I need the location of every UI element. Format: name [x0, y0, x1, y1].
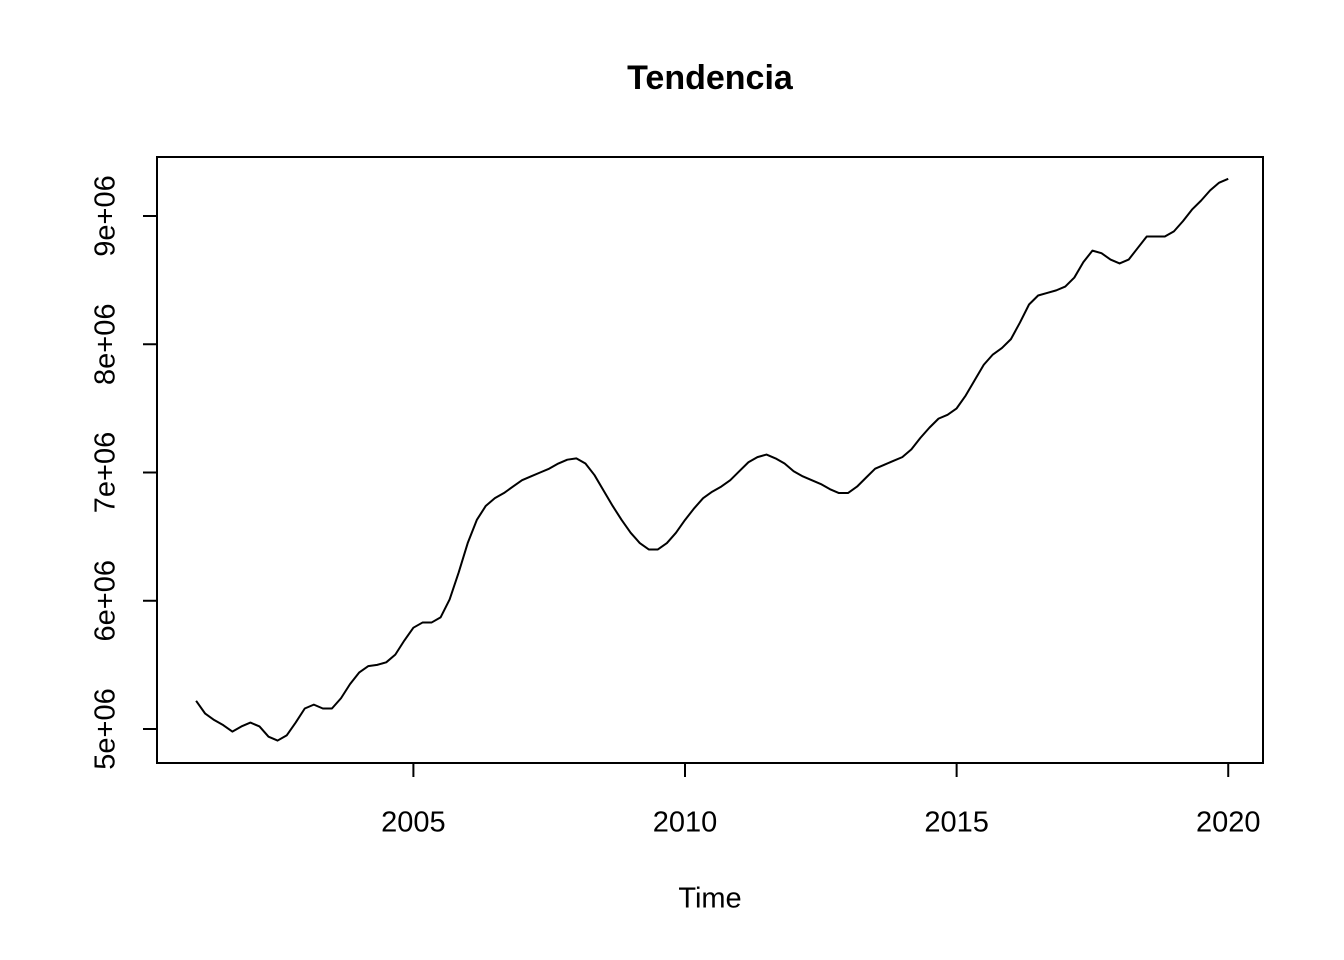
y-tick-label: 6e+06 [90, 560, 122, 641]
x-axis-label: Time [678, 883, 741, 915]
y-tick-label: 9e+06 [90, 175, 122, 256]
x-tick-label: 2015 [924, 807, 989, 839]
plot-frame [156, 156, 1264, 764]
chart-title: Tendencia [627, 59, 794, 97]
trend-line [195, 177, 1229, 742]
x-tick-label: 2005 [381, 807, 446, 839]
x-tick-label: 2020 [1196, 807, 1261, 839]
y-tick-label: 5e+06 [90, 688, 122, 769]
y-tick-label: 7e+06 [90, 432, 122, 513]
x-tick-label: 2010 [653, 807, 718, 839]
y-tick-label: 8e+06 [90, 304, 122, 385]
